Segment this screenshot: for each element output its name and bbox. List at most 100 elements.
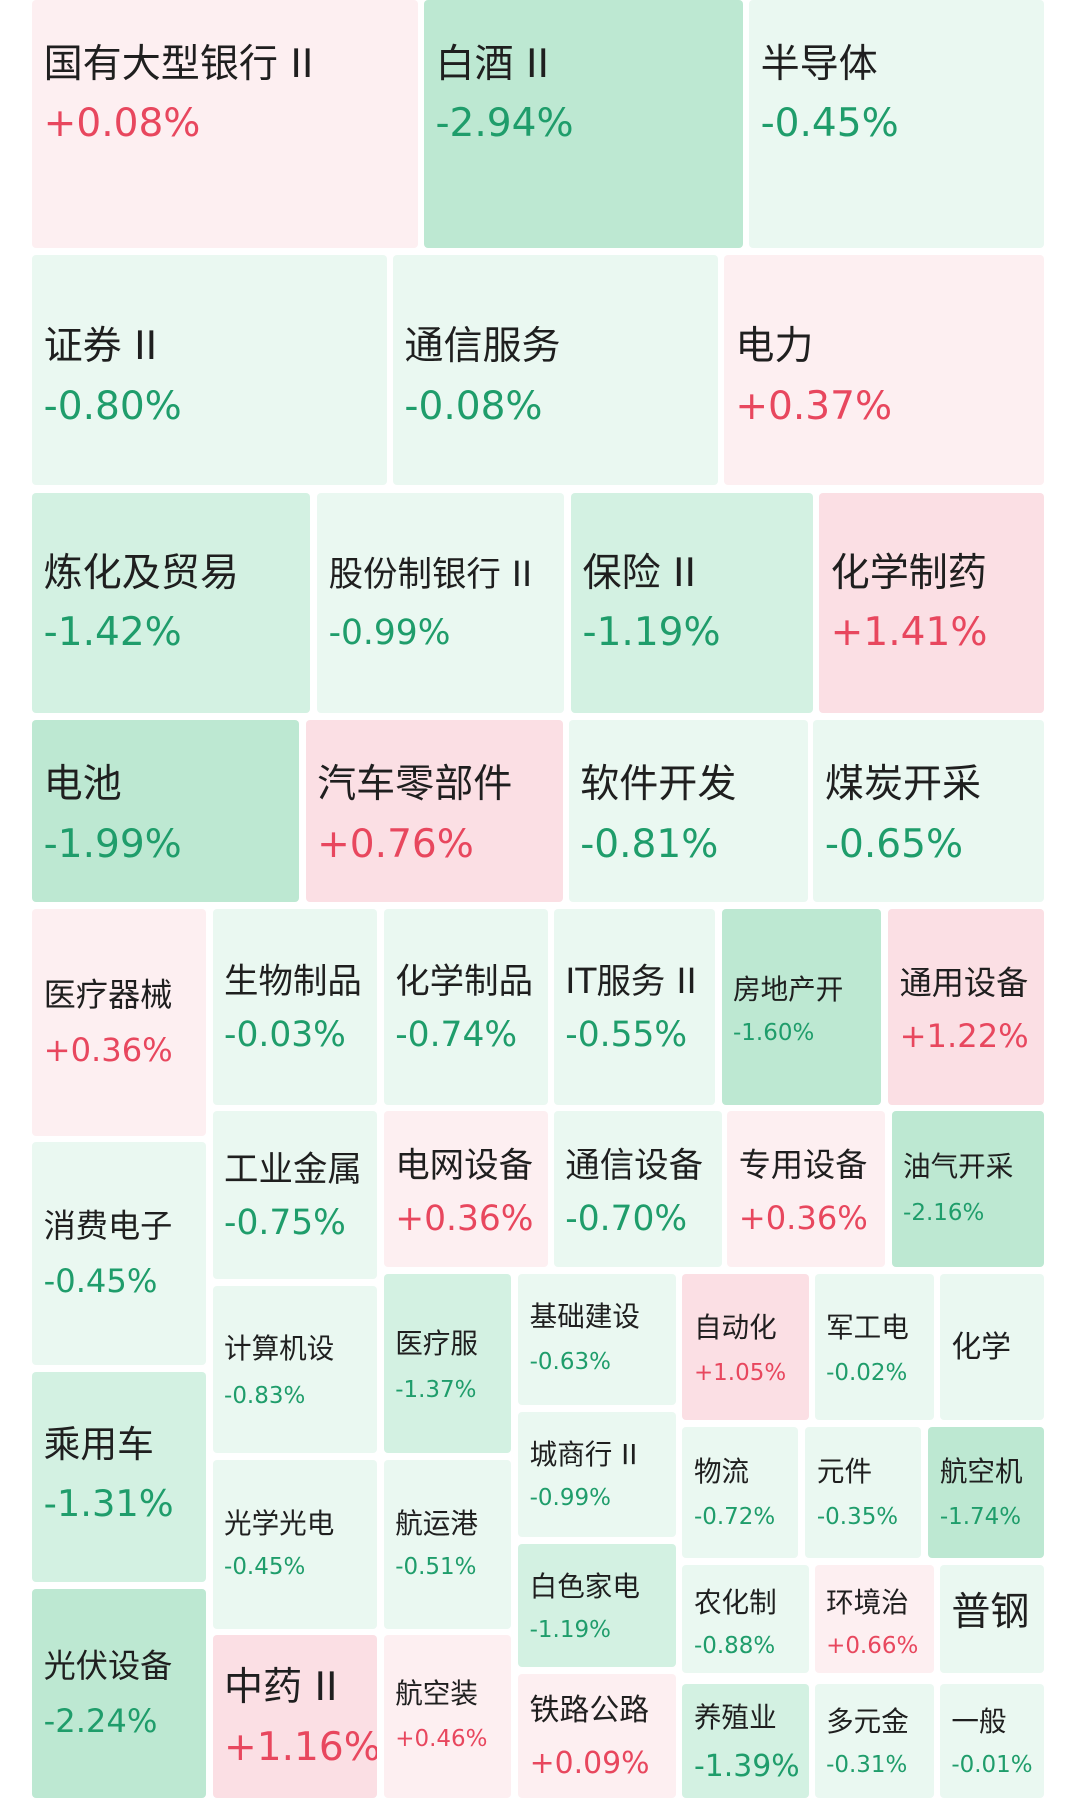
tile-name-label: 航空装: [395, 1676, 478, 1710]
treemap-tile[interactable]: 化学: [939, 1274, 1045, 1421]
treemap-tile[interactable]: 光伏设备 -2.24%: [32, 1588, 206, 1799]
treemap-tile[interactable]: IT服务 II -0.55%: [553, 908, 715, 1106]
tile-name-label: 房地产开: [733, 973, 844, 1007]
treemap-tile[interactable]: 白酒 II -2.94%: [423, 0, 744, 249]
tile-change-label: -0.03%: [224, 1014, 346, 1055]
treemap-tile[interactable]: 多元金 -0.31%: [814, 1684, 935, 1799]
treemap-tile[interactable]: 基础建设 -0.63%: [518, 1274, 676, 1406]
tile-change-label: -2.94%: [435, 101, 574, 147]
tile-name-label: 白色家电: [529, 1569, 640, 1603]
treemap-tile[interactable]: 保险 II -1.19%: [571, 492, 814, 714]
treemap-tile[interactable]: 汽车零部件 +0.76%: [305, 720, 563, 902]
treemap-tile[interactable]: 工业金属 -0.75%: [212, 1111, 377, 1279]
tile-name-label: 航空机: [939, 1454, 1023, 1488]
treemap-tile[interactable]: 油气开采 -2.16%: [891, 1111, 1045, 1268]
treemap-tile[interactable]: 一般 -0.01%: [939, 1684, 1045, 1799]
tile-change-label: -2.16%: [903, 1199, 985, 1226]
tile-name-label: 航运港: [395, 1506, 478, 1540]
tile-change-label: +1.16%: [224, 1724, 377, 1770]
treemap-tile[interactable]: 通信设备 -0.70%: [553, 1111, 722, 1268]
treemap-tile[interactable]: 养殖业 -1.39%: [682, 1684, 809, 1799]
treemap-tile[interactable]: 电网设备 +0.36%: [383, 1111, 549, 1268]
treemap-tile[interactable]: 生物制品 -0.03%: [212, 908, 377, 1106]
treemap-tile[interactable]: 专用设备 +0.36%: [727, 1111, 885, 1268]
treemap-tile[interactable]: 航空机 -1.74%: [928, 1426, 1045, 1558]
treemap-tile[interactable]: 航空装 +0.46%: [383, 1634, 512, 1799]
treemap-tile[interactable]: 普钢: [939, 1564, 1045, 1673]
treemap-tile[interactable]: 航运港 -0.51%: [383, 1460, 512, 1630]
treemap-tile[interactable]: 军工电 -0.02%: [814, 1274, 935, 1421]
tile-change-label: -0.45%: [760, 101, 899, 147]
tile-name-label: 自动化: [693, 1311, 777, 1345]
tile-name-label: 专用设备: [738, 1145, 868, 1184]
tile-name-label: 油气开采: [903, 1150, 1014, 1184]
treemap-tile[interactable]: 炼化及贸易 -1.42%: [32, 492, 311, 714]
tile-name-label: 元件: [816, 1454, 873, 1488]
treemap-tile[interactable]: 证券 II -0.80%: [32, 255, 388, 485]
tile-change-label: -0.45%: [224, 1553, 306, 1580]
tile-change-label: -0.45%: [43, 1261, 158, 1300]
tile-change-label: +0.76%: [317, 821, 474, 867]
treemap-tile[interactable]: 房地产开 -1.60%: [721, 908, 882, 1106]
treemap-tile[interactable]: 白色家电 -1.19%: [518, 1544, 676, 1668]
treemap-tile[interactable]: 国有大型银行 II +0.08%: [32, 0, 419, 249]
treemap-tile[interactable]: 环境治 +0.66%: [814, 1564, 935, 1673]
treemap-tile[interactable]: 医疗器械 +0.36%: [32, 908, 206, 1137]
treemap-tile[interactable]: 通用设备 +1.22%: [888, 908, 1045, 1106]
tile-change-label: +0.36%: [738, 1198, 868, 1237]
treemap-tile[interactable]: 自动化 +1.05%: [682, 1274, 809, 1421]
tile-name-label: 军工电: [826, 1311, 909, 1345]
tile-change-label: -0.31%: [826, 1752, 908, 1779]
treemap-tile[interactable]: 计算机设 -0.83%: [212, 1285, 377, 1454]
tile-name-label: 白酒 II: [435, 41, 549, 87]
treemap-tile[interactable]: 化学制品 -0.74%: [383, 908, 549, 1106]
tile-name-label: 铁路公路: [529, 1692, 650, 1728]
tile-change-label: +1.22%: [899, 1017, 1029, 1056]
tile-name-label: 生物制品: [224, 961, 362, 1002]
tile-name-label: 通用设备: [899, 964, 1029, 1003]
tile-change-label: -0.01%: [951, 1752, 1033, 1779]
treemap-tile[interactable]: 乘用车 -1.31%: [32, 1371, 206, 1583]
tile-change-label: -1.19%: [529, 1616, 611, 1643]
treemap-tile[interactable]: 光学光电 -0.45%: [212, 1460, 377, 1630]
tile-change-label: +0.37%: [735, 384, 893, 430]
treemap-tile[interactable]: 中药 II +1.16%: [212, 1634, 377, 1799]
tile-name-label: 医疗器械: [43, 975, 173, 1014]
treemap-tile[interactable]: 半导体 -0.45%: [749, 0, 1045, 249]
treemap-tile[interactable]: 消费电子 -0.45%: [32, 1142, 206, 1365]
tile-change-label: +0.46%: [395, 1725, 488, 1752]
tile-name-label: 医疗服: [395, 1327, 478, 1361]
treemap-tile[interactable]: 电力 +0.37%: [723, 255, 1045, 485]
treemap-tile[interactable]: 通信服务 -0.08%: [392, 255, 719, 485]
tile-name-label: 环境治: [826, 1585, 909, 1619]
tile-name-label: 电池: [43, 762, 122, 808]
treemap-tile[interactable]: 煤炭开采 -0.65%: [813, 720, 1045, 902]
treemap-tile[interactable]: 铁路公路 +0.09%: [518, 1674, 676, 1799]
tile-change-label: -0.70%: [565, 1198, 688, 1239]
tile-name-label: 煤炭开采: [824, 762, 982, 808]
tile-name-label: 计算机设: [224, 1331, 335, 1365]
tile-change-label: -0.81%: [580, 821, 719, 867]
tile-change-label: -1.99%: [43, 821, 182, 867]
treemap-tile[interactable]: 电池 -1.99%: [32, 720, 299, 902]
tile-change-label: -1.60%: [733, 1020, 815, 1047]
tile-name-label: 乘用车: [43, 1422, 154, 1466]
treemap-tile[interactable]: 农化制 -0.88%: [682, 1564, 809, 1673]
treemap-tile[interactable]: 元件 -0.35%: [805, 1426, 922, 1558]
tile-change-label: +0.36%: [395, 1198, 534, 1239]
tile-name-label: 炼化及贸易: [43, 550, 239, 596]
tile-name-label: 中药 II: [224, 1665, 338, 1711]
tile-change-label: -1.37%: [395, 1376, 477, 1403]
tile-change-label: +0.08%: [43, 101, 201, 147]
treemap-tile[interactable]: 医疗服 -1.37%: [383, 1274, 512, 1454]
tile-name-label: 光伏设备: [43, 1646, 173, 1685]
treemap-tile[interactable]: 城商行 II -0.99%: [518, 1412, 676, 1538]
tile-change-label: -1.74%: [939, 1504, 1022, 1531]
treemap-tile[interactable]: 软件开发 -0.81%: [568, 720, 808, 902]
tile-name-label: 电网设备: [395, 1145, 534, 1186]
treemap-tile[interactable]: 物流 -0.72%: [682, 1426, 799, 1558]
treemap-tile[interactable]: 股份制银行 II -0.99%: [317, 492, 565, 714]
tile-change-label: +1.05%: [693, 1360, 787, 1387]
treemap-tile[interactable]: 化学制药 +1.41%: [819, 492, 1045, 714]
